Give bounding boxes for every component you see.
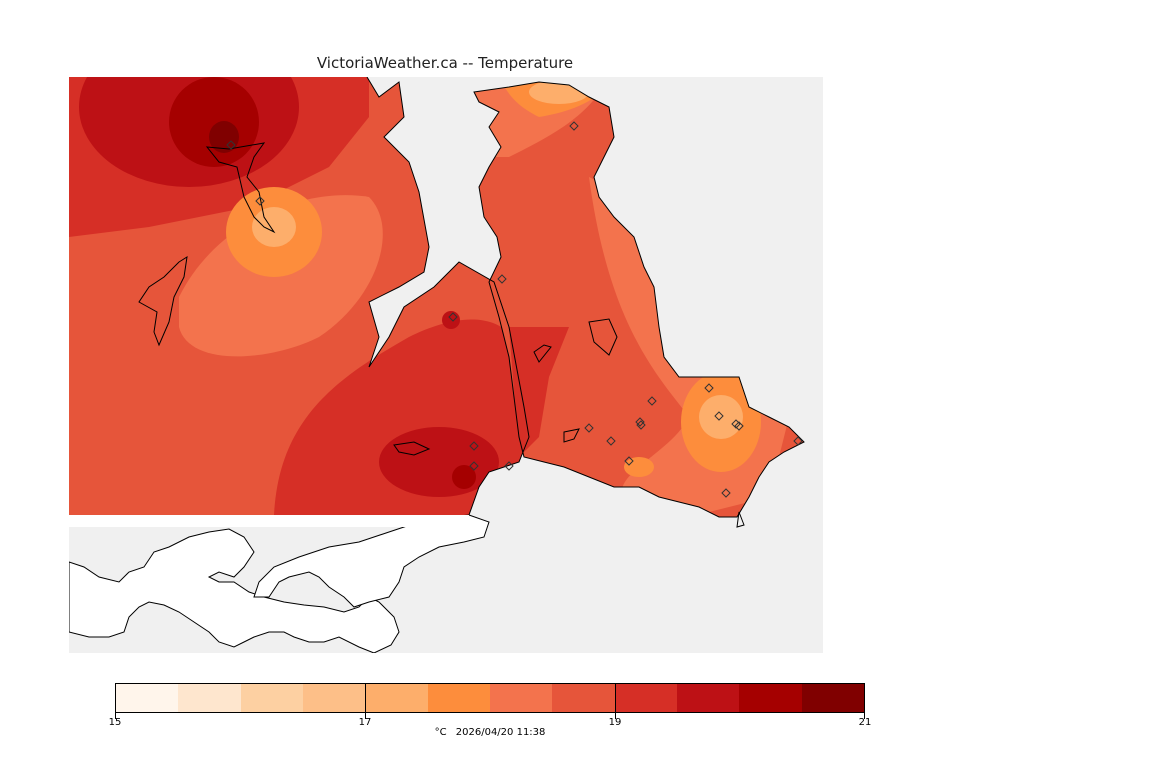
legend-tick-label: 21	[858, 717, 872, 728]
coastlines	[138, 77, 805, 528]
legend-tick	[864, 683, 865, 719]
unit-label: °C	[434, 727, 447, 738]
diamond-icon	[469, 461, 479, 471]
legend-tick	[615, 683, 616, 719]
legend-swatch	[676, 684, 740, 712]
legend-swatch	[739, 684, 802, 712]
temperature-map[interactable]	[69, 77, 823, 653]
color-scale-bar	[115, 683, 865, 713]
diamond-icon	[448, 312, 458, 322]
legend-tick	[115, 683, 116, 719]
unmapped-strip	[69, 515, 469, 527]
timestamp: 2026/04/20 11:38	[455, 727, 546, 738]
legend-swatch	[552, 684, 615, 712]
legend-tick-label: 15	[108, 717, 122, 728]
legend-tick-label: 17	[358, 717, 372, 728]
diamond-icon	[721, 488, 731, 498]
legend-tick	[365, 683, 366, 719]
legend-tick-label: 19	[608, 717, 622, 728]
legend-swatch	[240, 684, 303, 712]
map-caption: °C 2026/04/20 11:38	[0, 727, 980, 738]
diamond-icon	[647, 396, 657, 406]
southern-land	[69, 528, 400, 653]
diamond-icon	[226, 140, 236, 150]
legend-swatch	[801, 684, 864, 712]
diamond-icon	[469, 441, 479, 451]
diamond-icon	[606, 436, 616, 446]
diamond-icon	[584, 423, 594, 433]
diamond-icon	[635, 417, 645, 427]
southern-coast	[253, 514, 490, 608]
diamond-icon	[497, 274, 507, 284]
diamond-icon	[255, 196, 265, 206]
legend-swatch	[178, 684, 241, 712]
map-canvas	[69, 77, 823, 653]
color-scale-legend: 15 17 19 21	[109, 683, 871, 728]
diamond-icon	[704, 383, 714, 393]
diamond-icon	[714, 411, 724, 421]
legend-swatch	[614, 684, 677, 712]
legend-swatch	[365, 684, 428, 712]
chart-title: VictoriaWeather.ca -- Temperature	[316, 54, 574, 72]
diamond-icon	[793, 436, 803, 446]
legend-swatch	[302, 684, 366, 712]
diamond-icon	[569, 121, 579, 131]
legend-swatch	[427, 684, 490, 712]
weather-stations	[226, 121, 803, 498]
legend-swatch	[489, 684, 553, 712]
diamond-icon	[624, 456, 634, 466]
diamond-icon	[734, 421, 744, 431]
legend-swatch	[116, 684, 179, 712]
diamond-icon	[636, 420, 646, 430]
diamond-icon	[504, 461, 514, 471]
